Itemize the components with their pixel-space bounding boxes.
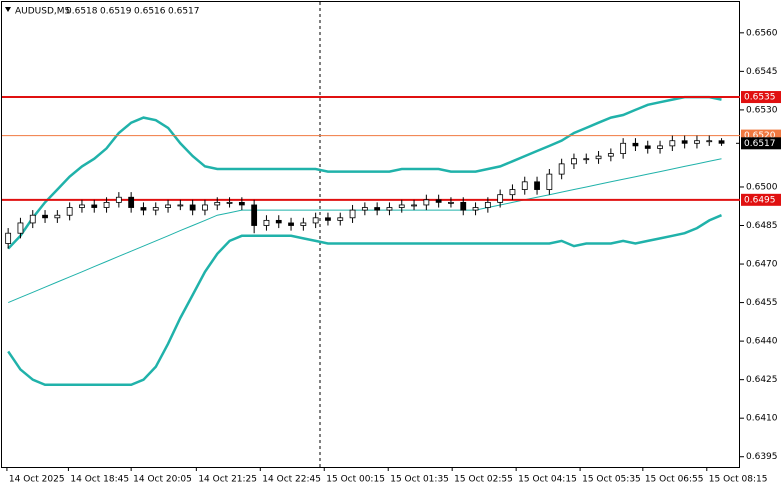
- candle-body: [435, 199, 442, 203]
- candle-body: [497, 194, 504, 203]
- x-tick-label: 15 Oct 05:35: [582, 475, 641, 485]
- candle-body: [29, 214, 36, 224]
- candle-body: [644, 145, 651, 149]
- candle-body: [177, 204, 184, 207]
- y-tick-label: 0.6500: [746, 182, 778, 192]
- y-tick-label: 0.6530: [746, 105, 778, 115]
- candle-body: [681, 140, 688, 144]
- candle-body: [54, 214, 61, 219]
- candle-body: [349, 209, 356, 219]
- candle-body: [189, 204, 196, 211]
- candle-body: [484, 201, 491, 208]
- candle-body: [398, 204, 405, 208]
- candle-body: [361, 207, 368, 211]
- candle-body: [103, 201, 110, 208]
- x-tick-label: 15 Oct 04:15: [518, 475, 577, 485]
- candle-body: [571, 158, 577, 165]
- x-tick-label: 15 Oct 06:55: [645, 475, 704, 485]
- candle-body: [607, 153, 614, 157]
- plot-frame: [1, 1, 740, 468]
- candle-body: [275, 219, 282, 224]
- x-tick-label: 15 Oct 02:55: [454, 475, 513, 485]
- x-tick-label: 15 Oct 01:35: [390, 475, 449, 485]
- candle-body: [115, 196, 122, 203]
- x-tick-label: 14 Oct 20:05: [133, 475, 192, 485]
- candle-body: [583, 158, 590, 161]
- candle-body: [521, 181, 528, 190]
- candle-body: [632, 142, 639, 147]
- menu-arrow: [5, 7, 11, 12]
- candle-body: [374, 207, 381, 211]
- indicator-line: [7, 214, 722, 387]
- y-tick-label: 0.6560: [746, 28, 778, 38]
- y-tick-label: 0.6395: [746, 452, 778, 462]
- candle-body: [694, 140, 700, 144]
- candle-body: [202, 204, 208, 211]
- candle-body: [325, 217, 331, 221]
- candle-body: [79, 204, 85, 208]
- x-tick-label: 14 Oct 22:45: [262, 475, 321, 485]
- y-tick-label: 0.6485: [746, 221, 778, 231]
- x-tick-label: 14 Oct 21:25: [198, 475, 257, 485]
- y-tick-label: 0.6440: [746, 337, 778, 347]
- candle-body: [558, 163, 565, 175]
- level-label-box: [741, 91, 781, 104]
- candle-body: [152, 207, 159, 211]
- candle-body: [288, 222, 294, 226]
- ohlc-close: 0.6517: [168, 7, 200, 17]
- candle-body: [128, 196, 135, 208]
- ohlc-high: 0.6519: [100, 7, 132, 17]
- candle-body: [226, 201, 233, 204]
- candle-body: [17, 222, 24, 234]
- x-tick-label: 15 Oct 08:15: [709, 475, 768, 485]
- x-tick-label: 15 Oct 00:15: [326, 475, 385, 485]
- candle-body: [238, 201, 245, 206]
- candle-body: [669, 140, 676, 147]
- candle-body: [66, 207, 73, 216]
- current-price-box: [741, 137, 781, 150]
- candle-body: [657, 145, 663, 149]
- ohlc-open: 0.6518: [66, 7, 98, 17]
- x-tick-label: 14 Oct 2025: [9, 475, 65, 485]
- y-tick-label: 0.6425: [746, 375, 778, 385]
- candle-body: [386, 207, 393, 211]
- level-label: 0.6495: [744, 195, 776, 205]
- candle-body: [42, 214, 48, 219]
- x-tick-label: 14 Oct 18:45: [70, 475, 129, 485]
- candle-body: [337, 217, 344, 221]
- level-label-box: [741, 193, 781, 206]
- ohlc-low: 0.6516: [134, 7, 166, 17]
- candle-body: [448, 201, 454, 204]
- y-tick-label: 0.6470: [746, 260, 778, 270]
- candle-body: [460, 201, 467, 211]
- candle-body: [423, 199, 430, 206]
- candle-body: [263, 219, 270, 226]
- candle-body: [546, 173, 553, 190]
- level-label: 0.6535: [744, 93, 776, 103]
- candle-body: [718, 140, 725, 144]
- candle-body: [411, 204, 417, 207]
- candle-body: [706, 140, 713, 143]
- candle-body: [620, 142, 627, 154]
- candle-body: [300, 222, 307, 226]
- candle-body: [595, 155, 602, 160]
- candle-body: [165, 204, 171, 208]
- candle-body: [140, 207, 147, 211]
- candle-body: [312, 217, 319, 224]
- indicator-line: [7, 95, 722, 250]
- level-label: 0.6520: [744, 131, 776, 141]
- y-tick-label: 0.6455: [746, 298, 778, 308]
- candle-body: [509, 189, 516, 196]
- y-tick-label: 0.6545: [746, 67, 778, 77]
- candle-body: [251, 204, 258, 226]
- candle-body: [214, 201, 221, 206]
- candle-body: [91, 204, 98, 208]
- candle-body: [5, 232, 12, 244]
- candle-body: [534, 181, 540, 190]
- current-price-label: 0.6517: [744, 139, 776, 149]
- y-tick-label: 0.6410: [746, 414, 778, 424]
- candle-body: [472, 207, 479, 211]
- symbol: AUDUSD,M5: [15, 7, 70, 17]
